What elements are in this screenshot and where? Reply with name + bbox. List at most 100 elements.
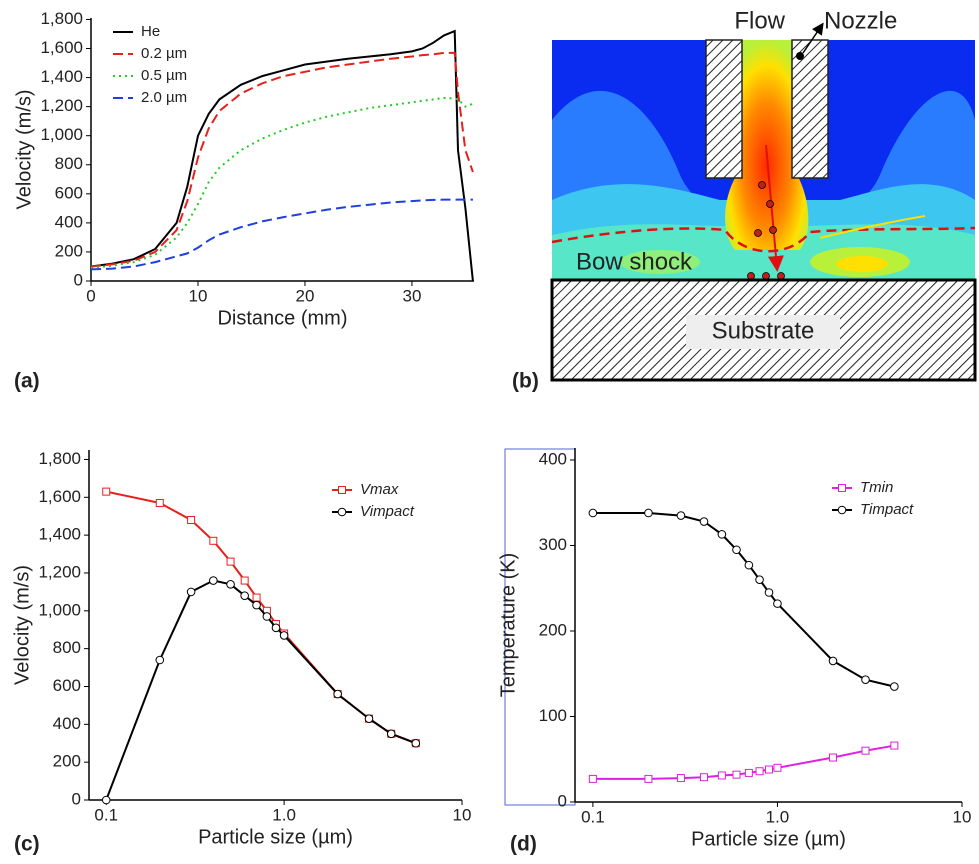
bow-shock-label: Bow shock — [576, 248, 693, 275]
marker — [588, 508, 598, 518]
legend-label: Timpact — [860, 501, 914, 518]
marker — [764, 765, 773, 774]
marker — [676, 511, 686, 520]
series-line — [592, 512, 895, 688]
y-tick-label: 200 — [53, 752, 81, 771]
y-axis-title: Temperature (K) — [497, 553, 519, 698]
y-tick-label: 400 — [55, 212, 83, 231]
y-tick-label: 600 — [53, 676, 81, 695]
marker — [252, 593, 261, 602]
legend-marker — [337, 507, 347, 517]
y-tick-label: 0 — [74, 270, 83, 289]
y-tick-label: 1,800 — [40, 9, 83, 28]
marker — [411, 738, 421, 748]
y-tick-label: 200 — [55, 241, 83, 260]
marker — [644, 774, 653, 783]
y-tick-label: 1,200 — [38, 562, 81, 581]
series-line — [90, 198, 473, 271]
marker — [699, 517, 709, 526]
marker — [155, 498, 164, 507]
marker — [861, 746, 870, 755]
series-line — [90, 96, 474, 269]
marker — [226, 580, 235, 589]
y-tick-label: 1,400 — [40, 67, 83, 86]
legend-label: 2.0 µm — [141, 89, 187, 106]
marker — [271, 623, 281, 633]
marker — [155, 655, 165, 665]
marker — [744, 768, 753, 777]
legend-label: Vmax — [360, 481, 399, 498]
marker — [333, 689, 342, 699]
x-tick-label: 0.1 — [581, 807, 605, 826]
series-line — [105, 579, 417, 801]
marker — [102, 487, 111, 496]
panel-label: (b) — [512, 370, 539, 393]
y-tick-label: 200 — [539, 620, 567, 639]
series-line — [90, 29, 474, 282]
legend-label: 0.2 µm — [141, 45, 187, 62]
series-line — [90, 51, 474, 268]
x-tick-label: 30 — [402, 286, 421, 305]
y-tick-label: 0 — [72, 789, 81, 808]
y-tick-label: 1,000 — [40, 125, 83, 144]
marker — [890, 741, 899, 750]
legend-marker — [338, 486, 346, 494]
y-tick-label: 1,600 — [40, 38, 83, 57]
panel-label: (d) — [510, 833, 537, 856]
x-tick-label: 0 — [86, 286, 95, 305]
legend-label: 0.5 µm — [141, 67, 187, 84]
marker — [588, 774, 597, 783]
y-tick-label: 1,600 — [38, 487, 81, 506]
y-tick-label: 1,400 — [38, 525, 81, 544]
chart: 0 200 400 600 800 1,000 1,200 1,400 1,600 1,800 0 1… — [13, 9, 474, 393]
x-tick-label: 10 — [189, 286, 208, 305]
y-axis-title: Velocity (m/s) — [11, 565, 33, 685]
panel-label: (a) — [14, 370, 40, 393]
flow-label: Flow — [734, 7, 785, 34]
legend-marker — [838, 484, 846, 492]
marker — [240, 591, 249, 600]
x-axis-title: Particle size (µm) — [691, 828, 846, 850]
x-tick-label: 10 — [953, 807, 972, 826]
chart: 0 200 400 600 800 1,000 1,200 1,400 1,600 1,800 0.… — [11, 449, 471, 856]
legend-marker — [837, 505, 847, 515]
y-axis-title: Velocity (m/s) — [13, 89, 35, 209]
marker — [829, 753, 837, 762]
x-tick-label: 1.0 — [766, 807, 790, 826]
x-tick-label: 0.1 — [94, 805, 118, 824]
marker — [755, 767, 764, 776]
marker — [773, 599, 782, 608]
marker — [700, 773, 708, 782]
marker — [187, 516, 196, 524]
marker — [732, 545, 741, 555]
y-tick-label: 300 — [539, 535, 567, 554]
marker — [209, 536, 218, 545]
y-tick-label: 400 — [539, 449, 567, 468]
y-tick-label: 1,800 — [38, 449, 81, 468]
cfd-diagram: Flow Nozzle Bow shock Substrate (b) — [512, 7, 977, 393]
marker — [386, 729, 396, 739]
legend-label: Tmin — [860, 479, 893, 496]
nozzle-label: Nozzle — [824, 7, 897, 34]
x-tick-label: 20 — [296, 286, 315, 305]
marker — [755, 575, 764, 584]
legend-label: He — [141, 23, 160, 40]
y-tick-label: 0 — [558, 791, 567, 810]
x-tick-label: 1.0 — [272, 805, 296, 824]
marker — [717, 771, 726, 780]
y-tick-label: 1,000 — [38, 600, 81, 619]
marker — [717, 530, 727, 539]
marker — [209, 576, 218, 585]
y-tick-label: 800 — [53, 638, 81, 657]
marker — [252, 600, 261, 610]
y-tick-label: 100 — [539, 706, 567, 725]
y-tick-label: 400 — [53, 714, 81, 733]
substrate-label: Substrate — [712, 317, 815, 344]
marker — [828, 656, 838, 666]
series-line — [592, 744, 895, 780]
marker — [861, 675, 870, 685]
marker — [279, 631, 289, 640]
chart: 0 100 200 300 400 0.1 1.0 10 Particle size (µm) T… — [497, 448, 971, 856]
y-tick-label: 1,200 — [40, 96, 83, 115]
marker — [186, 587, 196, 597]
